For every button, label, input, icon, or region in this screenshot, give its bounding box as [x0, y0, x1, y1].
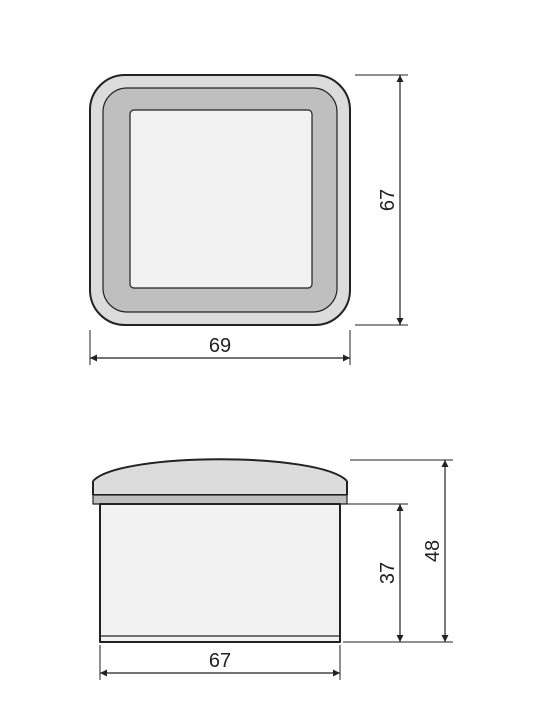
dim-label-67-bottom: 67: [209, 650, 231, 672]
dim-front-height: 67: [355, 75, 408, 325]
front-view: [90, 75, 350, 325]
side-cap: [93, 459, 347, 495]
dim-side-rect-height: 37: [343, 504, 408, 642]
side-body: [100, 504, 340, 642]
side-rim: [93, 495, 347, 504]
dim-label-69: 69: [209, 335, 231, 357]
side-view: [93, 459, 347, 642]
dim-label-48: 48: [422, 540, 444, 562]
dim-label-67-top: 67: [377, 189, 399, 211]
dim-side-total-height: 48: [343, 460, 453, 642]
dim-label-37: 37: [377, 562, 399, 584]
front-opening: [130, 110, 312, 288]
dim-front-width: 69: [90, 330, 350, 365]
technical-drawing: 69 67 67 37: [0, 0, 540, 720]
dim-side-width: 67: [100, 645, 340, 680]
